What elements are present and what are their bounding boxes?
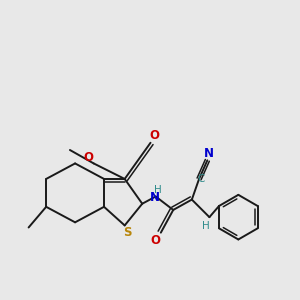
Text: S: S (123, 226, 131, 239)
Text: C: C (198, 174, 205, 184)
Text: O: O (149, 129, 159, 142)
Text: O: O (150, 234, 160, 247)
Text: N: N (204, 147, 214, 160)
Text: N: N (150, 190, 160, 204)
Text: H: H (202, 221, 210, 232)
Text: O: O (83, 152, 93, 164)
Text: H: H (154, 185, 162, 195)
